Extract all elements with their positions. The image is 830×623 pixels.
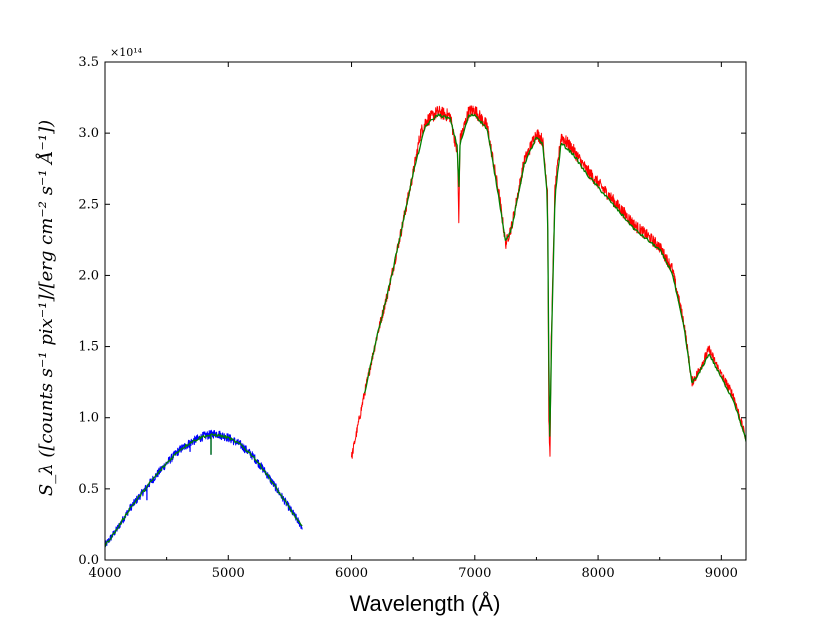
series-line-0 [105, 429, 303, 548]
y-tick-label: 2.5 [78, 197, 99, 212]
y-axis-label: S_λ ([counts s⁻¹ pix⁻¹]/[erg cm⁻² s⁻¹ Å⁻… [35, 120, 57, 496]
x-axis-label: Wavelength (Å) [350, 591, 501, 616]
x-tick-label: 7000 [458, 566, 491, 581]
y-tick-label: 3.0 [78, 126, 99, 141]
x-tick-label: 6000 [335, 566, 368, 581]
series-line-2 [105, 113, 746, 548]
plot-frame [104, 61, 747, 561]
x-tick-label: 5000 [212, 566, 245, 581]
x-tick-label: 8000 [582, 566, 615, 581]
y-tick-label: 0.5 [78, 482, 99, 497]
y-tick-label: 1.0 [78, 411, 99, 426]
y-tick-label: 3.5 [78, 55, 99, 70]
x-tick-label: 4000 [88, 566, 121, 581]
y-multiplier: ×10¹⁴ [110, 46, 143, 59]
y-tick-label: 0.0 [78, 553, 99, 568]
y-tick-label: 2.0 [78, 268, 99, 283]
axes: 4000 5000 6000 7000 8000 9000 0.0 0.5 1.0 1.5 2.0 2… [78, 55, 747, 581]
plot-area [105, 105, 746, 548]
x-tick-label: 9000 [705, 566, 738, 581]
series-line-1 [351, 105, 746, 459]
y-tick-label: 1.5 [78, 340, 99, 355]
